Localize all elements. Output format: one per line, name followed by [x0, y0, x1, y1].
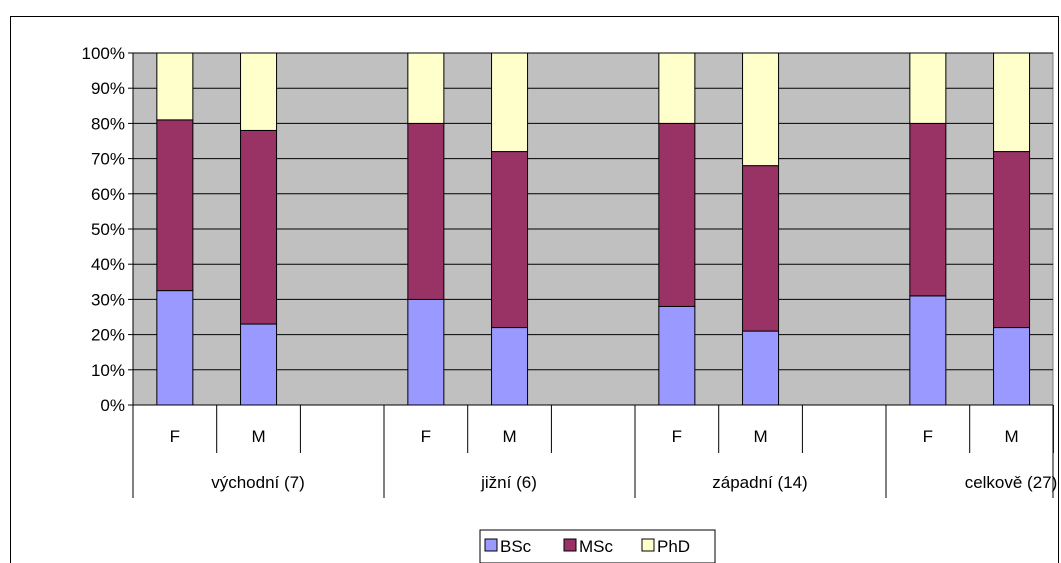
x-sub-label: F — [672, 427, 682, 446]
bar-segment-bsc — [240, 323, 278, 406]
x-sub-label: M — [251, 427, 265, 446]
y-tick-label: 80% — [91, 114, 125, 133]
bar-segment-bsc — [993, 327, 1031, 406]
legend: BSc MSc PhD — [479, 529, 716, 563]
bars — [156, 52, 1031, 406]
bar-segment-phd — [407, 52, 445, 124]
x-group-label: jižní (6) — [480, 473, 537, 492]
bar-segment-phd — [909, 52, 947, 124]
y-tick-label: 50% — [91, 220, 125, 239]
y-axis: 0% 10% 20% 30% 40% 50% 60% 70% 80% 90% 100% — [82, 44, 134, 415]
bar-segment-phd — [240, 52, 278, 131]
bar-segment-msc — [240, 129, 278, 325]
bar-segment-bsc — [909, 295, 947, 406]
bar-segment-phd — [742, 52, 780, 167]
bar-segment-msc — [491, 151, 529, 329]
bar-segment-phd — [658, 52, 696, 124]
y-tick-label: 10% — [91, 361, 125, 380]
y-tick-label: 70% — [91, 150, 125, 169]
bar-segment-msc — [993, 151, 1031, 329]
x-sub-label: F — [923, 427, 933, 446]
bar-segment-msc — [909, 122, 947, 297]
bar-segment-bsc — [491, 327, 529, 406]
y-tick-label: 30% — [91, 290, 125, 309]
legend-label: MSc — [579, 537, 614, 556]
bar-segment-phd — [993, 52, 1031, 153]
bar-segment-bsc — [658, 305, 696, 406]
y-tick-label: 100% — [82, 44, 125, 63]
y-tick-label: 0% — [100, 396, 125, 415]
x-group-label: východní (7) — [211, 473, 305, 492]
bar-segment-msc — [407, 122, 445, 300]
bar-segment-bsc — [407, 298, 445, 406]
gridlines — [133, 52, 1053, 371]
legend-label: BSc — [500, 537, 532, 556]
bar-segment-msc — [658, 122, 696, 307]
y-tick-label: 90% — [91, 79, 125, 98]
legend-swatch-msc — [563, 538, 577, 552]
legend-label: PhD — [657, 537, 690, 556]
x-sub-label: F — [170, 427, 180, 446]
bar-segment-bsc — [156, 290, 194, 406]
bar-segment-bsc — [742, 330, 780, 406]
bar-segment-phd — [156, 52, 194, 121]
x-sub-label: M — [502, 427, 516, 446]
y-tick-label: 60% — [91, 185, 125, 204]
x-sub-label: M — [1004, 427, 1018, 446]
y-tick-label: 20% — [91, 326, 125, 345]
bar-segment-phd — [491, 52, 529, 153]
bar-segment-msc — [742, 165, 780, 332]
x-sub-label: M — [753, 427, 767, 446]
legend-swatch-bsc — [484, 538, 498, 552]
legend-box — [479, 529, 716, 563]
x-group-label: celkově (27) — [965, 473, 1058, 492]
y-tick-label: 40% — [91, 255, 125, 274]
x-sub-label: F — [421, 427, 431, 446]
x-group-label: západní (14) — [712, 473, 807, 492]
bar-segment-msc — [156, 119, 194, 292]
legend-swatch-phd — [641, 538, 655, 552]
